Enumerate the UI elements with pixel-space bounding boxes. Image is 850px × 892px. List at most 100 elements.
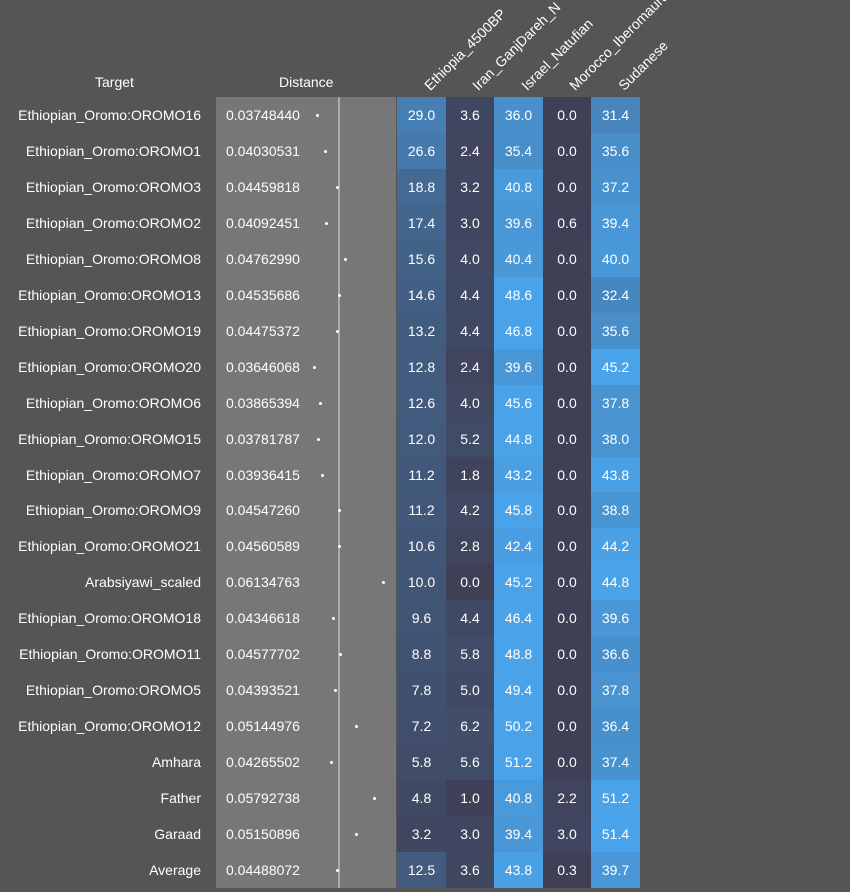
heatmap-cell: 12.5	[397, 851, 446, 888]
heatmap-cell: 49.4	[494, 672, 543, 709]
distance-dot	[343, 257, 347, 261]
heatmap-cell: 4.0	[446, 240, 494, 277]
row-target-label: Ethiopian_Oromo:OROMO6	[25, 394, 201, 411]
heatmap-cell: 2.8	[446, 528, 494, 565]
heatmap-cell: 51.2	[494, 744, 543, 781]
row-target-label: Ethiopian_Oromo:OROMO15	[18, 430, 201, 447]
distance-dot	[315, 114, 319, 117]
heatmap-cell: 4.4	[446, 276, 494, 313]
row-distance-value: 0.05792738	[226, 790, 300, 807]
heatmap-cell: 0.0	[543, 348, 591, 385]
distance-dot	[338, 653, 342, 657]
heatmap-cell: 3.6	[446, 97, 494, 133]
row-distance-value: 0.05144976	[226, 718, 300, 735]
heatmap-cell: 45.6	[494, 384, 543, 421]
row-target-label: Father	[160, 790, 201, 807]
heatmap-cell: 0.0	[543, 528, 591, 565]
heatmap-cell: 45.2	[494, 564, 543, 601]
heatmap-cell: 51.2	[591, 780, 640, 817]
heatmap-cell: 46.4	[494, 600, 543, 637]
row-target-label: Ethiopian_Oromo:OROMO13	[18, 286, 201, 303]
distance-dot	[372, 797, 376, 801]
heatmap-cell: 1.0	[446, 780, 494, 817]
heatmap-cell: 3.0	[446, 204, 494, 241]
heatmap-cell: 3.0	[446, 816, 494, 852]
heatmap-cell: 5.6	[446, 744, 494, 781]
row-distance-value: 0.04092451	[226, 214, 300, 231]
heatmap-cell: 12.6	[397, 384, 446, 421]
heatmap-cell: 5.2	[446, 420, 494, 457]
row-distance-value: 0.04475372	[226, 322, 300, 339]
heatmap-cell: 45.8	[494, 492, 543, 529]
heatmap-cell: 4.4	[446, 312, 494, 349]
heatmap-cell: 5.8	[397, 744, 446, 781]
heatmap-cell: 0.0	[446, 564, 494, 601]
distance-dot	[330, 761, 334, 765]
heatmap-cell: 7.2	[397, 708, 446, 745]
row-distance-value: 0.04265502	[226, 754, 300, 771]
heatmap-cell: 44.2	[591, 528, 640, 565]
row-distance-value: 0.04459818	[226, 178, 300, 195]
heatmap-cell: 0.0	[543, 744, 591, 781]
heatmap-cell: 12.0	[397, 420, 446, 457]
heatmap-cell: 0.0	[543, 456, 591, 493]
distance-dot	[354, 725, 358, 729]
heatmap-cell: 0.0	[543, 600, 591, 637]
heatmap-cell: 2.4	[446, 132, 494, 169]
heatmap-cell: 3.6	[446, 851, 494, 888]
heatmap-cell: 37.8	[591, 384, 640, 421]
heatmap-cell: 38.0	[591, 420, 640, 457]
heatmap-cell: 44.8	[494, 420, 543, 457]
row-target-label: Ethiopian_Oromo:OROMO8	[25, 250, 201, 267]
heatmap-cell: 39.7	[591, 851, 640, 888]
heatmap-cell: 38.8	[591, 492, 640, 529]
distance-dot	[337, 509, 341, 513]
row-distance-value: 0.05150896	[226, 826, 300, 842]
heatmap-cell: 10.0	[397, 564, 446, 601]
heatmap-cell: 14.6	[397, 276, 446, 313]
distance-dot	[321, 473, 325, 477]
heatmap-cell: 43.8	[591, 456, 640, 493]
distance-dot	[316, 437, 320, 441]
distance-dot	[325, 221, 329, 225]
heatmap-cell: 3.0	[543, 816, 591, 852]
heatmap-cell: 0.3	[543, 851, 591, 888]
distance-dot	[336, 868, 340, 872]
distance-dot	[333, 689, 337, 693]
heatmap-cell: 0.0	[543, 132, 591, 169]
heatmap-cell: 37.4	[591, 744, 640, 781]
row-distance-value: 0.03865394	[226, 394, 300, 411]
row-distance-value: 0.06134763	[226, 574, 300, 591]
heatmap-cell: 17.4	[397, 204, 446, 241]
heatmap-cell: 10.6	[397, 528, 446, 565]
heatmap-cell: 0.0	[543, 240, 591, 277]
heatmap-cell: 4.8	[397, 780, 446, 817]
row-distance-value: 0.03781787	[226, 430, 300, 447]
heatmap-cell: 5.0	[446, 672, 494, 709]
distance-dot	[323, 149, 327, 153]
heatmap-cell: 4.4	[446, 600, 494, 637]
distance-dot	[313, 365, 316, 369]
distance-dot	[354, 833, 358, 836]
row-distance-value: 0.04762990	[226, 250, 300, 267]
heatmap-cell: 40.8	[494, 168, 543, 205]
row-distance-value: 0.03646068	[226, 358, 300, 375]
heatmap-cell: 0.0	[543, 564, 591, 601]
heatmap-cell: 0.0	[543, 384, 591, 421]
heatmap-cell: 26.6	[397, 132, 446, 169]
heatmap-cell: 40.0	[591, 240, 640, 277]
heatmap-cell: 0.0	[543, 276, 591, 313]
heatmap-cell: 1.8	[446, 456, 494, 493]
target-header: Target	[95, 74, 134, 90]
row-target-label: Ethiopian_Oromo:OROMO7	[25, 466, 201, 483]
heatmap-cell: 46.8	[494, 312, 543, 349]
row-target-label: Amhara	[151, 754, 201, 771]
distance-dot	[338, 545, 342, 549]
row-target-label: Ethiopian_Oromo:OROMO5	[25, 682, 201, 699]
heatmap-cell: 4.0	[446, 384, 494, 421]
row-distance-value: 0.04393521	[226, 682, 300, 699]
row-target-label: Ethiopian_Oromo:OROMO12	[18, 718, 201, 735]
heatmap-cell: 37.8	[591, 672, 640, 709]
heatmap-cell: 12.8	[397, 348, 446, 385]
heatmap-cell: 0.6	[543, 204, 591, 241]
